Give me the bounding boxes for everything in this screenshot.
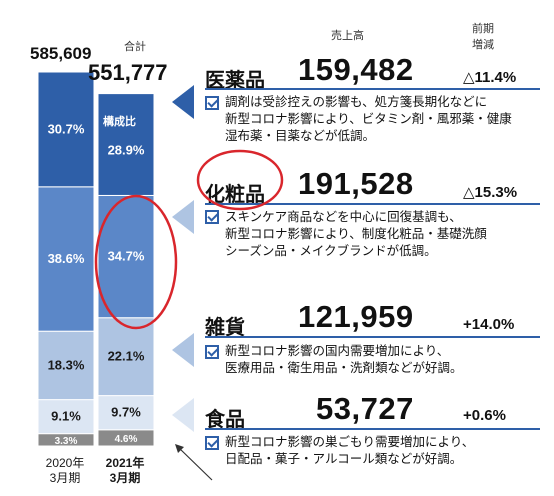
segment-label: 30.7% bbox=[48, 121, 85, 136]
segment-label: 4.6% bbox=[115, 434, 138, 445]
category-sales-medicine: 159,482 bbox=[298, 52, 414, 87]
segment-label: 3.3% bbox=[55, 436, 78, 447]
pointer-arrow-line bbox=[177, 446, 213, 481]
category-rule-goods bbox=[205, 336, 540, 338]
x-label-2021: 2021年 3月期 bbox=[105, 456, 145, 485]
category-name-cosmetics: 化粧品 bbox=[205, 184, 265, 206]
category-change-cosmetics: △15.3% bbox=[463, 184, 518, 201]
check-icon bbox=[205, 345, 219, 359]
category-name-food: 食品 bbox=[205, 409, 245, 431]
composition-label: 構成比 bbox=[103, 116, 136, 128]
check-icon bbox=[205, 210, 219, 224]
category-desc-goods: 新型コロナ影響の国内需要増加により、 医療用品・衛生用品・洗剤類などが好調。 bbox=[225, 344, 463, 375]
total-2021: 551,777 bbox=[88, 60, 168, 85]
x-label-2020: 2020年 3月期 bbox=[45, 456, 85, 485]
highlight-ellipse-bar bbox=[94, 194, 178, 330]
category-change-food: +0.6% bbox=[463, 407, 506, 424]
category-desc-cosmetics: スキンケア商品などを中心に回復基調も、 新型コロナ影響により、制度化粧品・基礎洗顔… bbox=[225, 210, 487, 258]
bar-segment bbox=[97, 395, 155, 431]
segment-label: 9.7% bbox=[111, 405, 141, 420]
check-icon bbox=[205, 436, 219, 450]
category-rule-food bbox=[205, 428, 540, 430]
connector-cosmetics bbox=[172, 200, 194, 234]
segment-label: 34.7% bbox=[108, 249, 145, 264]
category-rule-medicine bbox=[205, 88, 540, 90]
category-name-medicine: 医薬品 bbox=[205, 70, 265, 92]
total-2020: 585,609 bbox=[30, 44, 92, 63]
category-sales-goods: 121,959 bbox=[298, 299, 414, 334]
category-name-goods: 雑貨 bbox=[205, 317, 245, 339]
segment-label: 38.6% bbox=[48, 251, 85, 266]
change-header-line2: 増減 bbox=[472, 39, 494, 51]
bar-segment bbox=[37, 71, 95, 188]
connector-medicine bbox=[172, 85, 194, 119]
category-change-goods: +14.0% bbox=[463, 316, 515, 333]
bar-segment bbox=[37, 399, 95, 435]
highlight-ellipse-label bbox=[196, 149, 284, 211]
category-desc-food: 新型コロナ影響の巣ごもり需要増加により、 日配品・菓子・アルコール類などが好調。 bbox=[225, 435, 475, 466]
segment-label: 28.9% bbox=[108, 143, 145, 158]
category-desc-medicine: 調剤は受診控えの影響も、処方箋長期化などに 新型コロナ影響により、ビタミン剤・風邪… bbox=[225, 95, 512, 143]
category-rule-cosmetics bbox=[205, 203, 540, 205]
category-sales-cosmetics: 191,528 bbox=[298, 166, 414, 201]
bar-segment bbox=[97, 93, 155, 196]
connector-food bbox=[172, 398, 194, 432]
change-header-line1: 前期 bbox=[472, 23, 494, 35]
category-sales-food: 53,727 bbox=[316, 391, 414, 426]
pointer-arrow-head bbox=[175, 444, 184, 453]
category-change-medicine: △11.4% bbox=[463, 69, 517, 86]
sales-header: 売上高 bbox=[331, 30, 364, 42]
bar-segment bbox=[37, 330, 95, 401]
bar-segment bbox=[37, 186, 95, 332]
check-icon bbox=[205, 96, 219, 110]
total-header: 合計 bbox=[124, 41, 146, 53]
connector-goods bbox=[172, 333, 194, 367]
segment-label: 18.3% bbox=[48, 357, 85, 372]
segment-label: 9.1% bbox=[51, 409, 81, 424]
segment-label: 22.1% bbox=[108, 349, 145, 364]
bar-segment bbox=[97, 317, 155, 397]
